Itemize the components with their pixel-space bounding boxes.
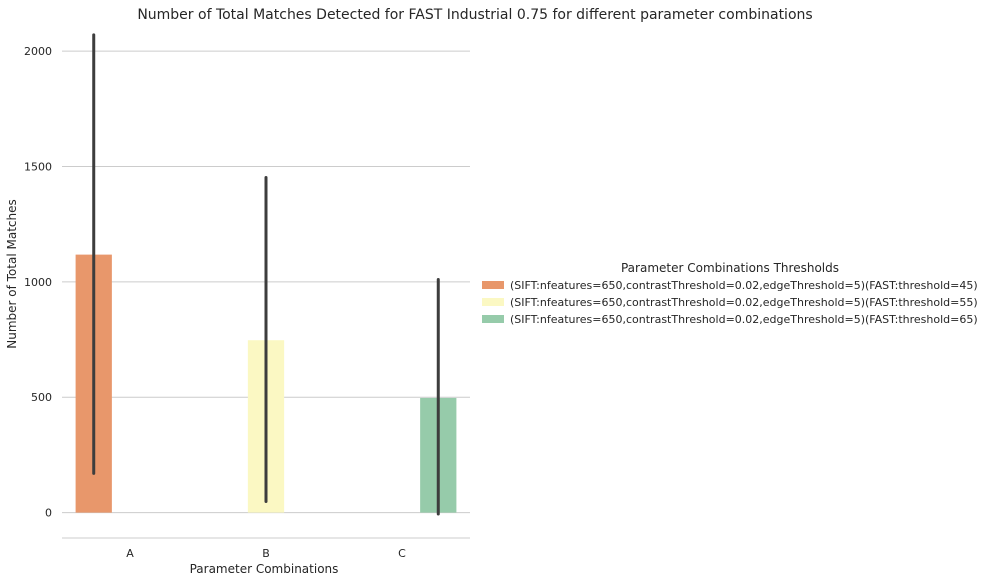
y-tick-label: 1500: [24, 160, 52, 173]
y-tick-label: 0: [45, 507, 52, 520]
x-tick-label: A: [126, 547, 134, 560]
y-axis-label: Number of Total Matches: [5, 199, 19, 349]
y-tick-label: 500: [31, 391, 52, 404]
error-bars: [92, 33, 440, 516]
x-tick-label: B: [262, 547, 270, 560]
legend-swatch: [482, 298, 504, 306]
y-ticks: 0 500 1000 1500 2000: [24, 45, 52, 520]
x-ticks: A B C: [126, 547, 406, 560]
legend: Parameter Combinations Thresholds (SIFT:…: [482, 261, 978, 326]
x-tick-label: C: [398, 547, 406, 560]
legend-swatch: [482, 315, 504, 323]
y-tick-label: 2000: [24, 45, 52, 58]
legend-entry: (SIFT:nfeatures=650,contrastThreshold=0.…: [510, 313, 978, 326]
y-tick-label: 1000: [24, 276, 52, 289]
legend-swatch: [482, 281, 504, 289]
x-axis-label: Parameter Combinations: [190, 562, 339, 576]
legend-entry: (SIFT:nfeatures=650,contrastThreshold=0.…: [510, 296, 978, 309]
legend-entry: (SIFT:nfeatures=650,contrastThreshold=0.…: [510, 279, 978, 292]
chart-title: Number of Total Matches Detected for FAS…: [137, 7, 812, 23]
legend-title: Parameter Combinations Thresholds: [621, 261, 839, 275]
